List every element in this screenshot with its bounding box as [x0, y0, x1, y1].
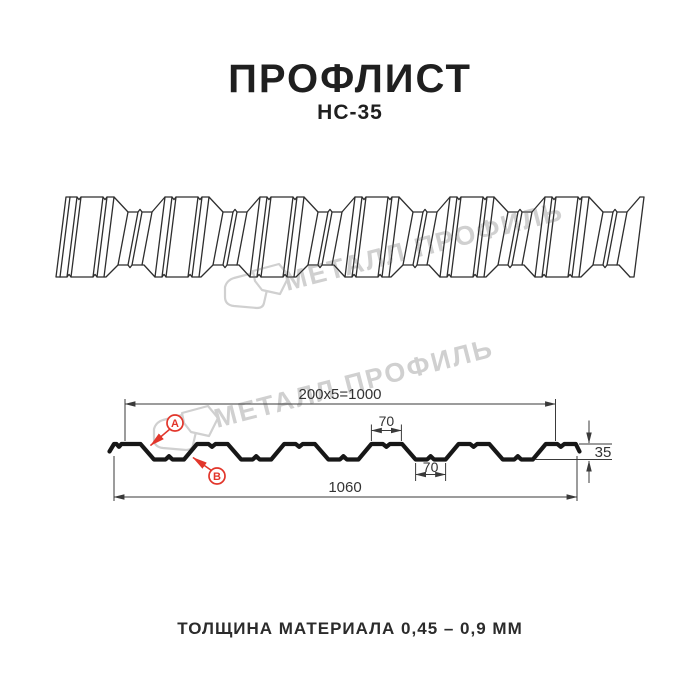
callout-b-label: B [213, 471, 221, 483]
watermark-text: МЕТАЛЛ ПРОФИЛЬ [211, 333, 497, 434]
callout-a-label: A [171, 418, 179, 430]
dim-overall-width: 1060 [113, 456, 578, 501]
dim-rib-bottom: 70 [415, 459, 447, 481]
dim-rib-top-value: 70 [379, 413, 395, 429]
profile-outline [107, 441, 582, 462]
dim-height-value: 35 [595, 444, 612, 461]
sheet-3d-view [55, 196, 645, 278]
dim-rib-top: 70 [370, 413, 402, 441]
cross-section: 200x5=1000 70 70 35 1060 [107, 386, 612, 501]
callout-b-circle [208, 467, 226, 485]
metall-profil-logo-icon [223, 262, 291, 310]
page-title: ПРОФЛИСТ [228, 57, 472, 101]
dim-top-width: 200x5=1000 [124, 386, 557, 441]
callout-a: A [149, 414, 184, 447]
dim-height: 35 [535, 420, 612, 483]
dim-top-width-value: 200x5=1000 [299, 386, 382, 403]
footer-note: ТОЛЩИНА МАТЕРИАЛА 0,45 – 0,9 ММ [177, 619, 523, 638]
callout-b: B [192, 456, 226, 485]
dim-overall-width-value: 1060 [328, 479, 361, 496]
dim-rib-bottom-value: 70 [423, 459, 439, 475]
page-subtitle: НС-35 [317, 101, 383, 124]
callout-a-circle [166, 414, 184, 432]
